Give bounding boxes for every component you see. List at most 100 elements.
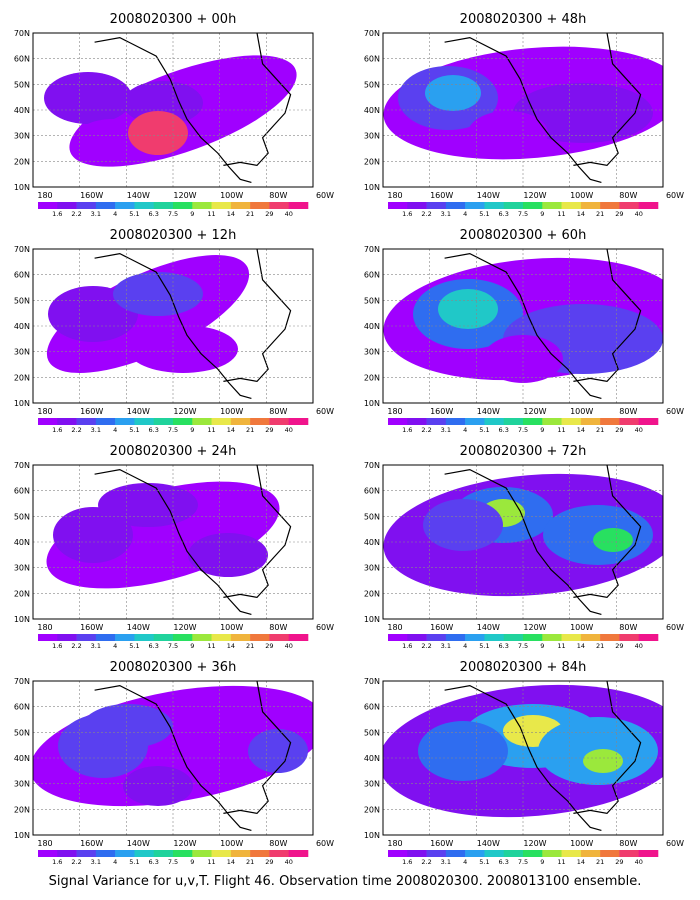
colorbar-label: 40 <box>635 642 643 650</box>
colorbar-label: 6.3 <box>499 426 509 434</box>
variance-field <box>383 249 663 399</box>
colorbar-swatch <box>192 634 212 641</box>
variance-field <box>383 681 663 831</box>
colorbar-label: 21 <box>596 426 604 434</box>
colorbar-swatch <box>38 850 58 857</box>
colorbar-label: 5.1 <box>129 642 139 650</box>
colorbar-label: 21 <box>596 642 604 650</box>
longitude-label: 80W <box>269 623 287 632</box>
colorbar-swatch <box>465 202 485 209</box>
colorbar-swatch <box>542 202 562 209</box>
colorbar-swatch <box>619 202 640 209</box>
panel-title: 2008020300 + 12h <box>110 228 237 243</box>
longitude-label: 60W <box>666 407 684 416</box>
colorbar-label: 9 <box>190 642 194 650</box>
variance-contour <box>128 111 188 155</box>
latitude-label: 50N <box>14 728 30 737</box>
colorbar-swatch <box>269 202 290 209</box>
colorbar-swatch <box>638 850 659 857</box>
longitude-label: 80W <box>269 191 287 200</box>
colorbar-label: 14 <box>227 426 235 434</box>
colorbar-label: 7.5 <box>518 642 528 650</box>
colorbar-label: 1.6 <box>52 858 62 866</box>
variance-field <box>383 33 663 183</box>
longitude-label: 100W <box>570 839 593 848</box>
colorbar-label: 21 <box>596 858 604 866</box>
colorbar-swatch <box>600 634 620 641</box>
colorbar-label: 11 <box>207 642 215 650</box>
latitude-label: 30N <box>14 564 30 573</box>
colorbar-swatch <box>503 202 524 209</box>
variance-contour <box>423 499 503 551</box>
colorbar-swatch <box>57 202 77 209</box>
colorbar-label: 5.1 <box>479 642 489 650</box>
west-coastline <box>94 36 252 183</box>
colorbar-label: 4 <box>463 210 467 218</box>
east-coastline <box>573 681 642 815</box>
colorbar-swatch <box>95 850 116 857</box>
latitude-label: 70N <box>364 677 380 686</box>
west-coastline <box>444 252 602 399</box>
colorbar-swatch <box>561 850 582 857</box>
latitude-label: 10N <box>364 615 380 624</box>
colorbar-label: 3.1 <box>91 642 101 650</box>
latitude-label: 20N <box>14 373 30 382</box>
colorbar-swatch <box>269 850 290 857</box>
colorbar-label: 7.5 <box>518 426 528 434</box>
latitude-label: 70N <box>364 245 380 254</box>
east-coastline <box>573 249 642 383</box>
colorbar-label: 3.1 <box>91 210 101 218</box>
variance-contour <box>44 72 132 124</box>
longitude-label: 100W <box>570 407 593 416</box>
longitude-label: 60W <box>316 839 334 848</box>
latitude-label: 70N <box>14 245 30 254</box>
colorbar-swatch <box>115 850 135 857</box>
colorbar-label: 4 <box>113 858 117 866</box>
colorbar-label: 40 <box>635 858 643 866</box>
colorbar-swatch <box>211 850 232 857</box>
colorbar-swatch <box>388 202 408 209</box>
latitude-label: 50N <box>364 296 380 305</box>
colorbar-label: 40 <box>635 210 643 218</box>
map-frame <box>32 680 314 836</box>
colorbar-swatch <box>95 202 116 209</box>
colorbar-swatch <box>523 850 543 857</box>
colorbar-label: 1.6 <box>402 642 412 650</box>
colorbar-label: 21 <box>246 426 254 434</box>
colorbar-swatch <box>230 634 251 641</box>
panel-title: 2008020300 + 72h <box>460 444 587 459</box>
latitude-label: 40N <box>364 754 380 763</box>
colorbar-label: 29 <box>265 858 273 866</box>
colorbar-label: 9 <box>190 210 194 218</box>
latitude-label: 50N <box>364 80 380 89</box>
latitude-label: 40N <box>364 538 380 547</box>
colorbar-label: 2.2 <box>71 858 81 866</box>
colorbar-label: 11 <box>557 858 565 866</box>
map-panel: 2008020300 + 48h 70N 60N 50N 40N 30N 20N 10N 180… <box>364 12 684 218</box>
longitude-label: 80W <box>269 839 287 848</box>
colorbar-label: 11 <box>207 858 215 866</box>
colorbar-swatch <box>542 634 562 641</box>
colorbar-swatch <box>600 418 620 425</box>
colorbar-swatch <box>76 850 97 857</box>
colorbar-label: 1.6 <box>402 210 412 218</box>
colorbar-swatch <box>638 202 659 209</box>
colorbar-swatch <box>230 202 251 209</box>
colorbar-label: 21 <box>596 210 604 218</box>
colorbar-swatch <box>76 418 97 425</box>
latitude-label: 30N <box>14 348 30 357</box>
map-panel: 2008020300 + 24h 70N 60N 50N 40N 30N 20N 10N 180… <box>14 444 334 650</box>
colorbar-label: 1.6 <box>52 426 62 434</box>
colorbar-swatch <box>173 634 193 641</box>
colorbar-swatch <box>269 634 290 641</box>
latitude-label: 30N <box>364 564 380 573</box>
variance-contour <box>188 533 268 577</box>
longitude-label: 140W <box>477 623 500 632</box>
variance-contour <box>98 483 198 527</box>
colorbar-swatch <box>426 634 447 641</box>
colorbar-label: 14 <box>577 858 585 866</box>
latitude-label: 40N <box>364 322 380 331</box>
colorbar-swatch <box>407 850 427 857</box>
colorbar-swatch <box>250 418 270 425</box>
